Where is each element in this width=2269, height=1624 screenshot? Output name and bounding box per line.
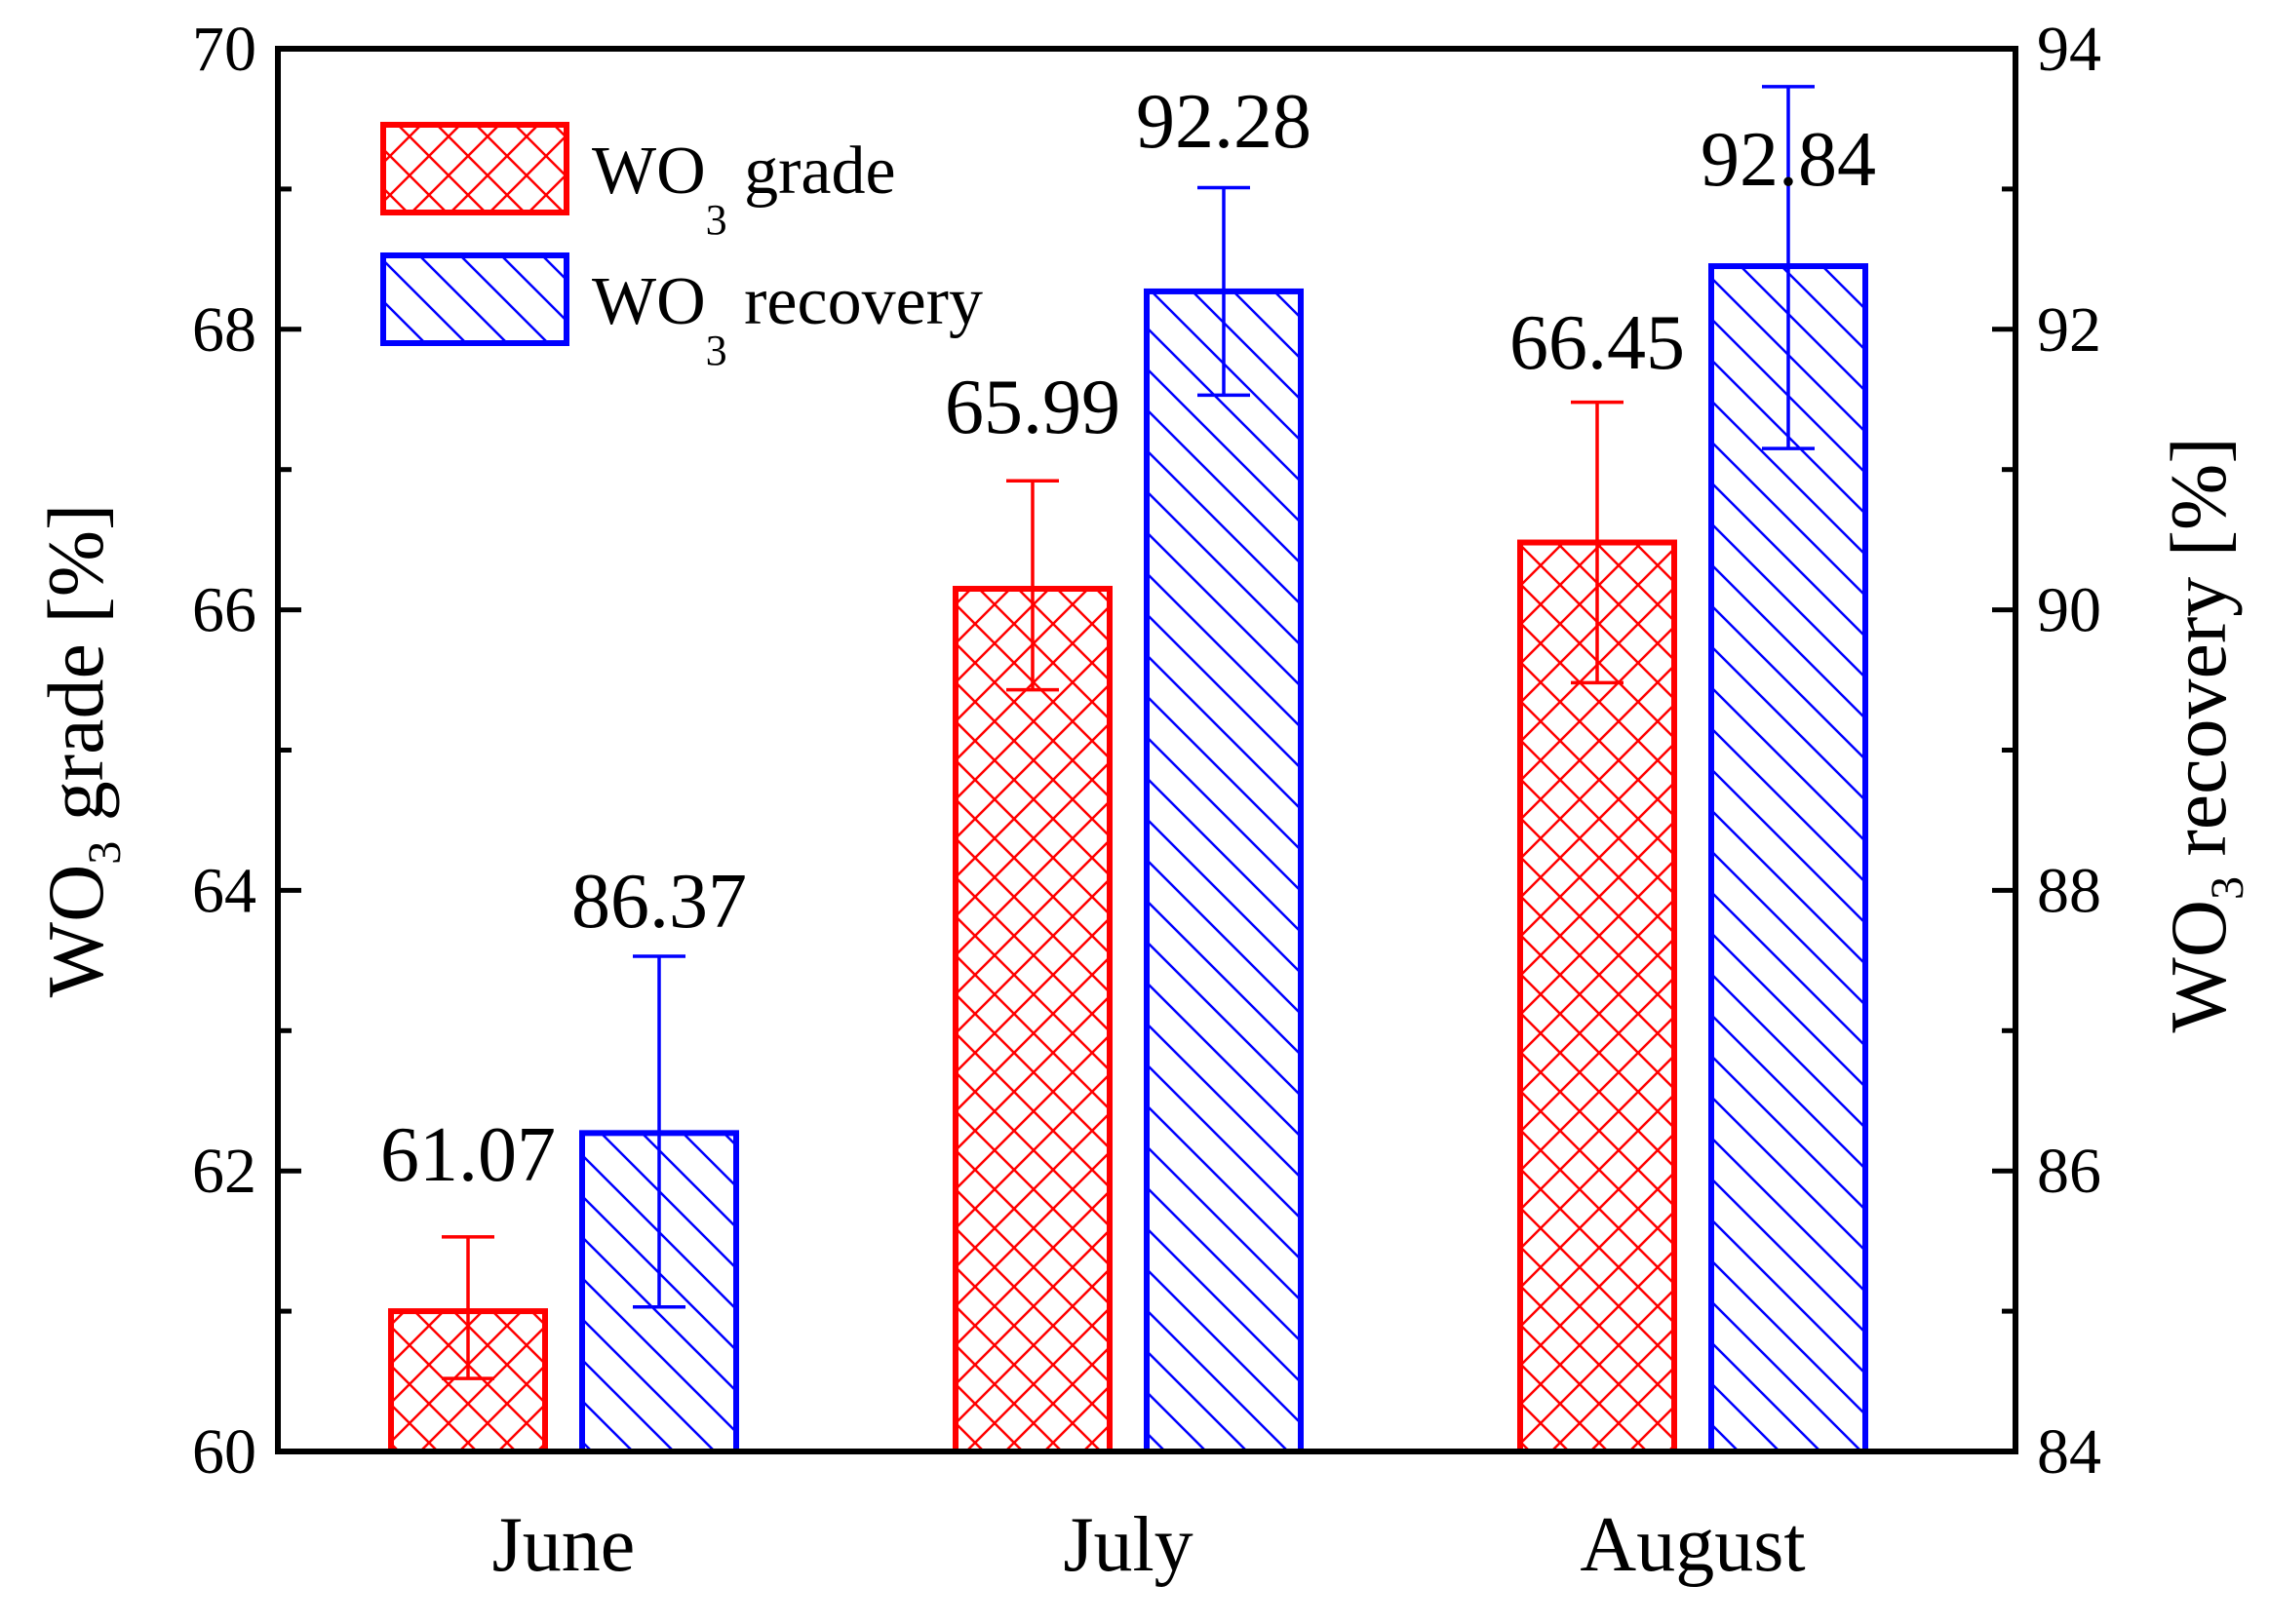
y-left-tick-label: 60 <box>192 1416 256 1488</box>
legend-swatch-recovery <box>380 252 569 346</box>
legend-swatch-grade <box>380 122 569 215</box>
data-label-july-recovery: 92.28 <box>1136 79 1311 165</box>
y-left-tick-label: 64 <box>192 855 256 926</box>
legend-label-subscript: 3 <box>706 196 727 244</box>
y-right-axis-title-main: WO <box>2154 900 2243 1033</box>
y-right-tick-label: 88 <box>2037 855 2101 926</box>
axes-layer: June July August 60 62 64 66 68 70 84 86 88 90 92 94 WO… <box>31 14 2253 1588</box>
y-right-axis-title: WO3 recovery [%] <box>2154 437 2253 1032</box>
data-label-june-grade: 61.07 <box>380 1112 556 1198</box>
legend-label-subscript: 3 <box>706 327 727 374</box>
legend-label-grade: WO3 grade <box>592 134 896 244</box>
bar-july-recovery <box>1144 288 1304 1454</box>
y-right-tick-label: 92 <box>2037 294 2101 366</box>
bar-august-recovery <box>1708 263 1868 1454</box>
data-label-august-grade: 66.45 <box>1509 300 1685 386</box>
error-bar-august-recovery <box>1762 85 1815 450</box>
legend-label-recovery: WO3 recovery <box>592 264 983 374</box>
y-right-tick-label: 86 <box>2037 1136 2101 1207</box>
error-bar-august-grade <box>1571 400 1624 685</box>
y-left-axis-title-rest: grade [%] <box>31 504 120 841</box>
legend-label-main: WO <box>592 264 706 339</box>
x-tick-label-july: July <box>1063 1502 1193 1588</box>
error-bar-june-grade <box>442 1235 494 1380</box>
y-right-axis-title-rest: recovery [%] <box>2154 437 2243 876</box>
legend-item-recovery: WO3 recovery <box>380 252 983 374</box>
legend-label-rest: recovery <box>727 264 983 339</box>
legend-label-rest: grade <box>727 134 896 209</box>
y-left-tick-label: 62 <box>192 1136 256 1207</box>
error-bar-june-recovery <box>633 954 685 1309</box>
x-tick-label-august: August <box>1580 1502 1805 1588</box>
y-right-tick-label: 94 <box>2037 14 2101 85</box>
y-left-axis-title-main: WO <box>31 865 120 998</box>
y-left-tick-label: 70 <box>192 14 256 85</box>
data-label-august-recovery: 92.84 <box>1701 117 1876 203</box>
error-bar-july-recovery <box>1197 185 1250 398</box>
data-labels-layer: 61.07 86.37 65.99 92.28 66.45 92.84 <box>380 79 1876 1198</box>
y-right-tick-label: 90 <box>2037 575 2101 646</box>
legend-item-grade: WO3 grade <box>380 122 896 244</box>
y-left-tick-label: 66 <box>192 575 256 646</box>
y-left-tick-label: 68 <box>192 294 256 366</box>
error-bars-layer <box>442 85 1815 1380</box>
bar-july-grade <box>953 586 1113 1454</box>
y-left-axis-title: WO3 grade [%] <box>31 504 131 998</box>
x-tick-label-june: June <box>492 1502 636 1588</box>
data-label-june-recovery: 86.37 <box>571 859 747 945</box>
legend-label-main: WO <box>592 134 706 209</box>
error-bar-july-grade <box>1006 479 1059 692</box>
y-right-axis-title-subscript: 3 <box>2202 876 2253 900</box>
data-label-july-grade: 65.99 <box>945 365 1120 450</box>
y-right-tick-label: 84 <box>2037 1416 2101 1488</box>
y-left-axis-title-subscript: 3 <box>79 841 131 865</box>
